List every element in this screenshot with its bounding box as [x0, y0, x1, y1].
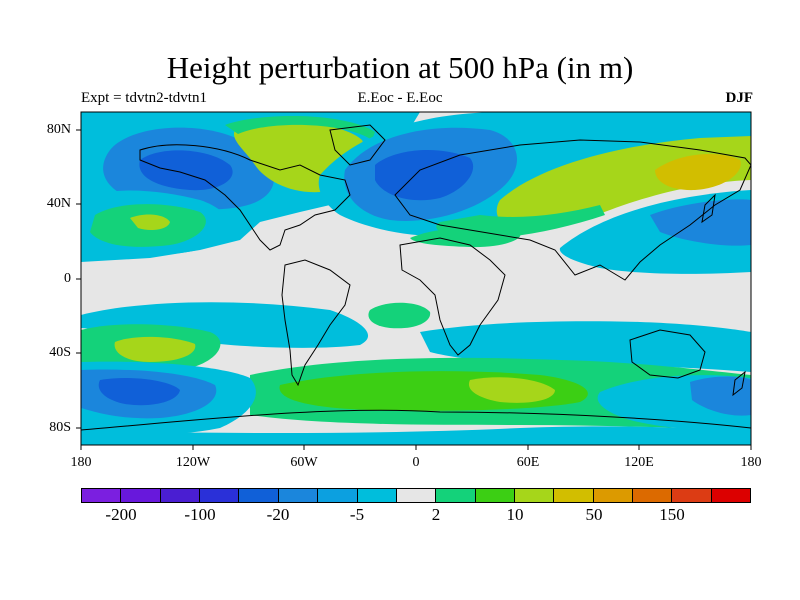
colorbar-label: 150 — [659, 505, 685, 524]
colorbar-label: -100 — [184, 505, 216, 524]
colorbar-swatch — [553, 489, 593, 502]
lon-label-180w: 180 — [70, 455, 92, 470]
colorbar-label: 2 — [431, 505, 441, 524]
colorbar — [81, 488, 751, 503]
colorbar-swatch — [632, 489, 672, 502]
contour-south-pacific-negative-deep — [98, 378, 180, 406]
contour-south-pacific-light — [81, 302, 369, 348]
colorbar-swatch — [120, 489, 160, 502]
colorbar-swatch — [592, 489, 633, 502]
colorbar-label: -20 — [266, 505, 290, 524]
colorbar-swatch — [671, 489, 711, 502]
lat-label-80s: 80S — [49, 420, 71, 435]
contour-antarctic-negative — [81, 426, 751, 445]
coast-greenland — [329, 124, 386, 166]
contour-australia-negative-mid — [690, 376, 751, 416]
contour-arctic-positive-rim — [225, 115, 375, 140]
lon-label-60w: 60W — [290, 455, 318, 470]
contour-eurasia-deep — [375, 149, 474, 201]
colorbar-swatch — [277, 489, 318, 502]
colorbar-label: -200 — [105, 505, 137, 524]
coast-africa — [399, 237, 506, 356]
coast-north-america — [139, 144, 351, 251]
colorbar-swatch — [356, 489, 396, 502]
tick-marks — [76, 129, 752, 450]
lat-label-40n: 40N — [46, 196, 71, 211]
season-label: DJF — [725, 90, 754, 106]
colorbar-label: 10 — [506, 505, 524, 524]
colorbar-swatch — [474, 489, 514, 502]
lat-label-40s: 40S — [49, 345, 71, 360]
colorbar-swatch — [317, 489, 357, 502]
lon-label-60e: 60E — [516, 455, 540, 470]
colorbar-swatch — [435, 489, 475, 502]
coast-south-america — [281, 259, 351, 387]
lat-label-0: 0 — [64, 271, 71, 286]
plot-title: Height perturbation at 500 hPa (in m) — [166, 50, 634, 85]
experiment-label: Expt = tdvtn2-tdvtn1 — [81, 90, 207, 106]
coastlines — [81, 124, 751, 431]
contour-southern-ocean-core — [468, 377, 555, 403]
contour-siberia-core — [655, 154, 741, 191]
colorbar-swatch — [238, 489, 278, 502]
lon-label-120w: 120W — [175, 455, 211, 470]
contour-south-pacific-core — [114, 336, 196, 362]
lon-label-120e: 120E — [624, 455, 654, 470]
colorbar-label: 50 — [585, 505, 603, 524]
coast-japan — [701, 193, 716, 224]
coast-eurasia — [394, 139, 751, 281]
coast-new-zealand — [732, 370, 746, 397]
contour-mediterranean-positive — [410, 227, 521, 248]
colorbar-swatch — [82, 489, 121, 502]
colorbar-label: -5 — [349, 505, 365, 524]
colorbar-swatch — [199, 489, 239, 502]
colorbar-swatch — [395, 489, 436, 502]
lat-label-80n: 80N — [46, 122, 71, 137]
case-label: E.Eoc - E.Eoc — [357, 90, 443, 106]
contour-north-pacific-deep — [139, 150, 233, 191]
coast-antarctica — [81, 409, 751, 431]
colorbar-swatch — [159, 489, 200, 502]
lon-label-0: 0 — [412, 455, 420, 470]
colorbar-swatch — [513, 489, 554, 502]
contour-northwest-pacific-mid — [650, 199, 751, 246]
contour-east-pacific-core — [130, 214, 170, 230]
contour-field — [81, 112, 751, 445]
contour-south-atlantic-positive — [368, 302, 431, 329]
colorbar-swatch — [710, 489, 751, 502]
lon-label-180e: 180 — [740, 455, 762, 470]
coast-australia — [629, 329, 706, 379]
